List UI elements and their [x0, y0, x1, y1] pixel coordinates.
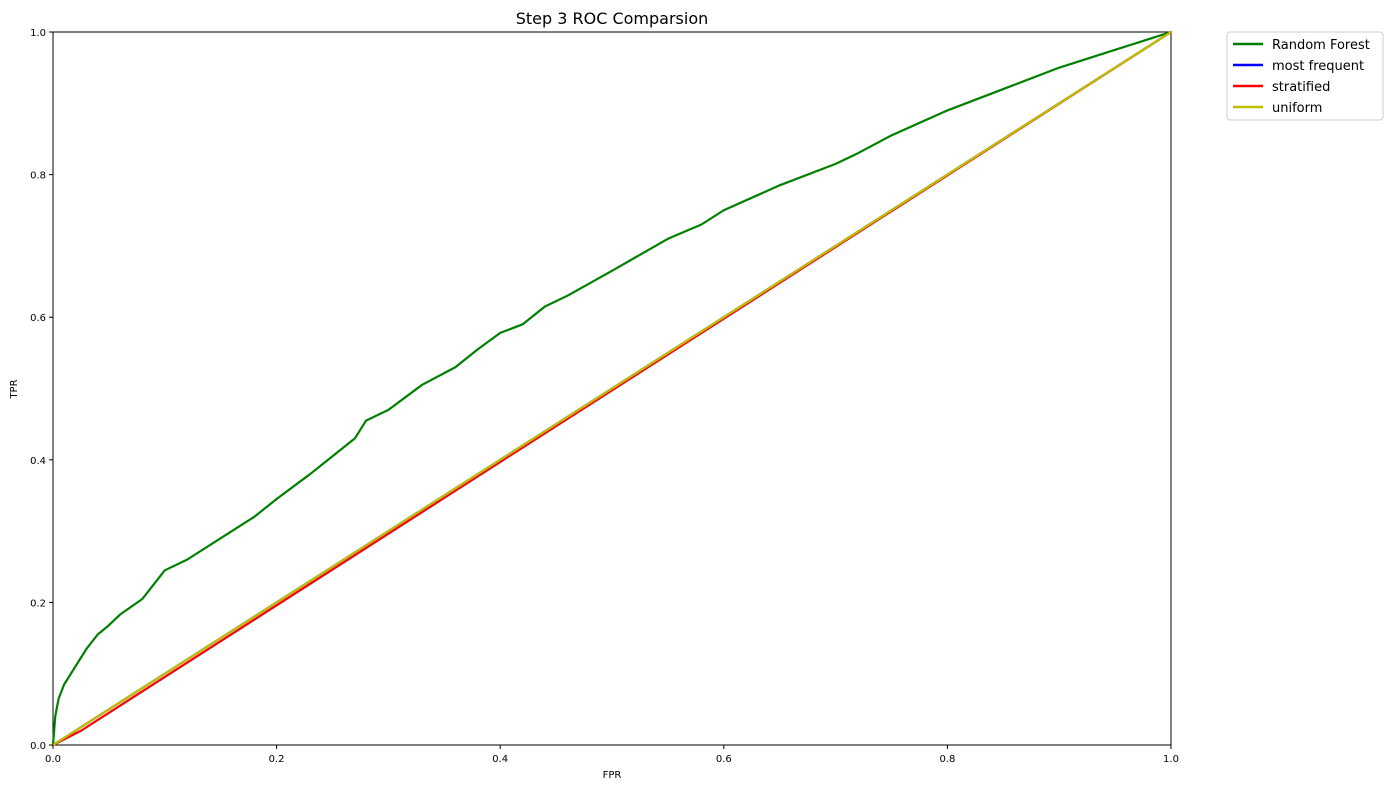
y-tick-label: 0.2 — [30, 598, 46, 609]
legend-label: most frequent — [1272, 59, 1364, 74]
x-tick-label: 0.6 — [716, 754, 732, 765]
x-axis-ticks: 0.0 0.2 0.4 0.6 0.8 1.0 — [45, 745, 1179, 765]
y-tick-label: 1.0 — [30, 28, 46, 39]
y-axis-label: TPR — [9, 379, 20, 399]
x-tick-label: 0.4 — [492, 754, 508, 765]
legend-frame — [1226, 31, 1384, 121]
y-tick-label: 0.8 — [30, 171, 46, 182]
x-tick-label: 0.0 — [45, 754, 61, 765]
x-axis-label: FPR — [603, 770, 622, 781]
y-tick-label: 0.0 — [30, 741, 46, 752]
legend-label: uniform — [1272, 101, 1322, 116]
x-tick-label: 1.0 — [1163, 754, 1179, 765]
series-line-random-forest — [51, 30, 1173, 747]
chart-title: Step 3 ROC Comparsion — [516, 9, 709, 28]
x-tick-label: 0.2 — [269, 754, 285, 765]
legend-label: stratified — [1272, 80, 1330, 95]
plot-area — [51, 30, 1173, 747]
series-line-uniform — [51, 30, 1173, 747]
y-tick-label: 0.4 — [30, 456, 46, 467]
series-layer — [51, 30, 1173, 747]
legend-items: Random Forest most frequent stratified unif… — [1233, 38, 1370, 116]
legend-label: Random Forest — [1272, 38, 1370, 53]
legend: Random Forest most frequent stratified unif… — [1226, 31, 1384, 121]
x-tick-label: 0.8 — [939, 754, 955, 765]
y-tick-label: 0.6 — [30, 313, 46, 324]
y-axis-ticks: 0.0 0.2 0.4 0.6 0.8 1.0 — [30, 28, 53, 752]
